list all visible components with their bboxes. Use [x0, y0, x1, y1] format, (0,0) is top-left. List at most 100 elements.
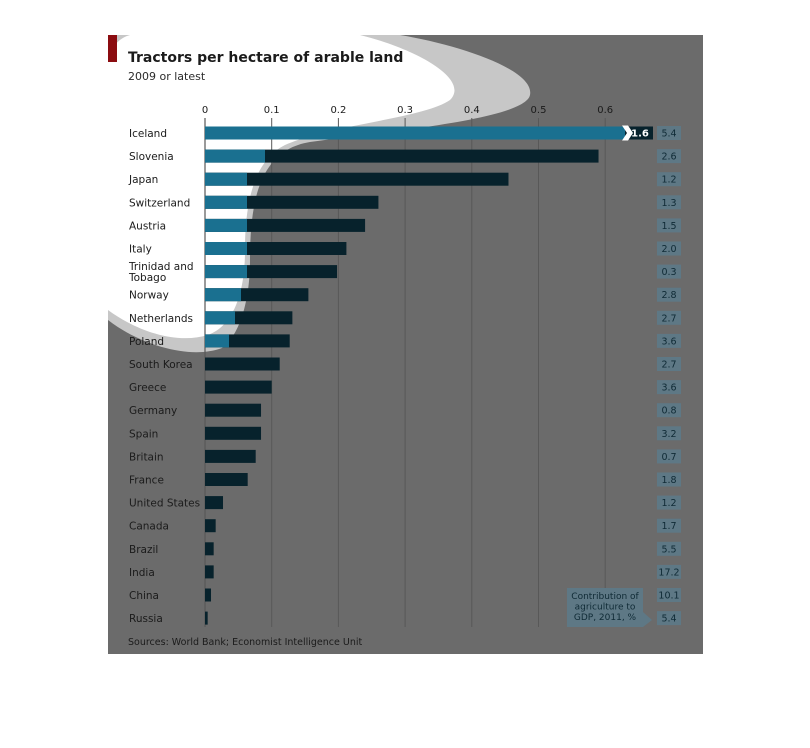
bar: [205, 149, 599, 163]
bar: [205, 473, 248, 486]
bar-fill: [205, 611, 208, 625]
gdp-value-box: [657, 380, 681, 395]
category-label: United States: [129, 498, 200, 510]
bar-fill: [205, 519, 216, 533]
bar-fill: [205, 172, 509, 186]
gdp-note-label: Contribution of: [571, 592, 639, 602]
x-axis-ticks: 0 0.1 0.2 0.3 0.4 0.5 0.6: [202, 105, 613, 116]
gdp-value-label: 3.6: [661, 336, 676, 347]
category-label: Switzerland: [129, 197, 190, 209]
axis-break-mark: [622, 125, 633, 141]
gdp-value-label: 3.6: [661, 383, 676, 394]
bar: [205, 588, 212, 602]
gdp-value-box: [657, 588, 681, 602]
category-label: China: [129, 590, 159, 602]
gdp-value-label: 2.7: [661, 360, 676, 371]
gdp-value-box: [657, 287, 681, 302]
gdp-value: 1.3: [657, 195, 681, 210]
bar: [205, 172, 509, 186]
bar: [205, 265, 338, 279]
gdp-value-label: 1.3: [661, 198, 676, 209]
category-label: Trinidad and: [128, 261, 194, 273]
gdp-value-label: 0.7: [661, 452, 676, 463]
gdp-value-box: [657, 518, 681, 533]
gdp-value: 2.7: [657, 310, 681, 325]
gdp-value-box: [657, 195, 681, 210]
bars: 1.6: [205, 125, 653, 625]
category-label: South Korea: [129, 359, 193, 371]
bar-highlight: [205, 242, 247, 255]
gdp-value-label: 5.4: [661, 614, 676, 625]
gdp-values: 5.4 2.6 1.2 1.3 1.5 2.0 0.3 2.8 2.7 3.6 2.7 3.6 0.8 3…: [657, 126, 681, 626]
bar: [205, 311, 293, 325]
bar: [205, 542, 214, 556]
gdp-value-label: 1.8: [661, 475, 676, 486]
category-label: Austria: [129, 220, 166, 232]
bar-highlight: [205, 334, 229, 348]
gdp-value: 1.8: [657, 472, 681, 487]
bar-fill: [205, 403, 262, 417]
bar: [205, 565, 214, 579]
bar-fill: [205, 149, 599, 163]
bar: 1.6: [205, 125, 653, 141]
gdp-value-label: 1.7: [661, 521, 676, 532]
x-tick-label: 0.1: [264, 105, 280, 116]
category-label: France: [129, 475, 164, 487]
gdp-value: 5.4: [657, 611, 681, 626]
gdp-value: 1.2: [657, 172, 681, 187]
gdp-value: 1.5: [657, 218, 681, 233]
bar-highlight: [205, 288, 241, 302]
bar-highlight: [205, 149, 265, 163]
category-label: Tobago: [128, 272, 166, 284]
gdp-value: 5.4: [657, 126, 681, 140]
bar-fill: [205, 426, 262, 440]
gdp-value: 1.2: [657, 495, 681, 510]
category-label: Japan: [128, 174, 158, 186]
gdp-value-label: 1.2: [661, 498, 676, 509]
gdp-value-label: 10.1: [658, 591, 679, 602]
gdp-value-label: 1.2: [661, 175, 676, 186]
gdp-value-label: 0.8: [661, 406, 676, 417]
gdp-value-box: [657, 310, 681, 325]
bar-highlight: [205, 265, 247, 279]
bar-fill: [205, 473, 248, 486]
bar-highlight: [205, 172, 247, 186]
gdp-value-box: [657, 172, 681, 187]
gdp-value: 2.0: [657, 241, 681, 256]
accent-bar: [108, 35, 117, 62]
gdp-value: 3.6: [657, 380, 681, 395]
bar: [205, 195, 379, 209]
category-label: Spain: [129, 428, 158, 440]
bar: [205, 519, 216, 533]
gdp-value-box: [657, 449, 681, 464]
bar: [205, 380, 272, 394]
gdp-value-label: 1.5: [661, 221, 676, 232]
x-tick-label: 0.5: [531, 105, 547, 116]
gdp-note-label: agriculture to: [575, 603, 636, 613]
chart-title: Tractors per hectare of arable land: [128, 50, 403, 66]
gdp-value: 0.3: [657, 264, 681, 279]
gdp-value-box: [657, 426, 681, 441]
gdp-value-box: [657, 403, 681, 418]
bar-fill: [205, 195, 379, 209]
category-label: Brazil: [129, 544, 158, 556]
category-label: Slovenia: [129, 151, 174, 163]
gdp-value-box: [657, 333, 681, 348]
category-label: Iceland: [129, 128, 167, 140]
gdp-value-box: [657, 149, 681, 164]
chart-subtitle: 2009 or latest: [128, 70, 206, 83]
gdp-value-label: 2.7: [661, 313, 676, 324]
gdp-value-box: [657, 611, 681, 626]
gdp-value-box: [657, 357, 681, 371]
gdp-value-box: [657, 564, 681, 579]
gdp-value: 0.8: [657, 403, 681, 418]
bar: [205, 426, 262, 440]
bar-highlight: [205, 126, 625, 140]
highlight-core: [108, 35, 455, 339]
category-label: Canada: [129, 521, 169, 533]
bar: [205, 242, 347, 255]
category-labels: Iceland Slovenia Japan Switzerland Austria It…: [128, 128, 200, 625]
gdp-value-label: 5.4: [661, 129, 676, 140]
